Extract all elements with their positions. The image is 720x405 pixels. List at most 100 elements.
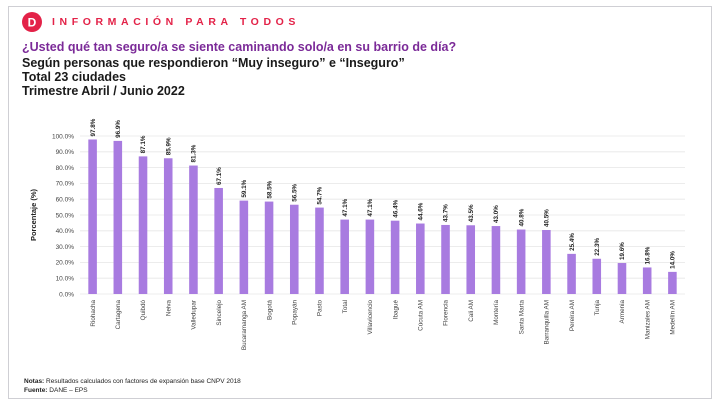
y-tick-label: 80.0%: [56, 165, 75, 172]
category-label: Pasto: [317, 300, 324, 317]
bar: [289, 204, 299, 294]
y-tick-label: 0.0%: [59, 291, 74, 298]
category-label: Bogotá: [266, 300, 273, 320]
bar: [113, 140, 123, 294]
category-label: Pereira AM: [569, 300, 576, 331]
category-label: Ibagué: [392, 300, 399, 320]
bar: [340, 219, 349, 294]
y-tick-label: 40.0%: [56, 228, 75, 235]
category-label: Barranquilla AM: [544, 300, 551, 344]
dane-logo: D: [22, 12, 42, 32]
y-tick-label: 50.0%: [56, 212, 75, 219]
notes-text: Resultados calculados con factores de ex…: [44, 378, 241, 385]
category-label: Valledupar: [191, 300, 198, 330]
bar: [239, 200, 249, 294]
bar: [642, 267, 652, 294]
source-label: Fuente:: [24, 387, 48, 394]
y-tick-label: 70.0%: [56, 181, 75, 188]
bar: [214, 187, 223, 294]
data-label: 43.0%: [493, 205, 500, 223]
data-label: 56.5%: [291, 183, 298, 201]
data-label: 59.1%: [241, 179, 248, 197]
data-label: 40.8%: [518, 208, 525, 226]
data-label: 87.1%: [140, 135, 147, 153]
data-label: 81.3%: [191, 144, 198, 162]
bar: [516, 229, 526, 294]
data-label: 22.3%: [594, 238, 601, 256]
bar: [264, 201, 274, 294]
chart-scope: Total 23 ciudades: [22, 70, 126, 84]
bar: [668, 271, 677, 294]
bar: [88, 139, 97, 294]
data-label: 16.8%: [644, 246, 651, 264]
category-label: Cúcuta AM: [418, 300, 425, 331]
svg-text:D: D: [28, 16, 37, 30]
category-label: Riohacha: [90, 300, 97, 327]
data-label: 40.5%: [544, 209, 551, 227]
y-axis-label: Porcentaje (%): [29, 188, 38, 241]
data-label: 19.6%: [619, 242, 626, 260]
bar: [466, 225, 476, 294]
data-label: 14.0%: [670, 251, 677, 269]
category-label: Manizales AM: [644, 300, 651, 339]
bar: [390, 220, 400, 294]
slide-frame: [8, 6, 712, 399]
y-tick-label: 90.0%: [56, 149, 75, 156]
category-label: Medellín AM: [670, 300, 677, 335]
footer-notes: Notas: Resultados calculados con factore…: [24, 377, 241, 395]
data-label: 47.1%: [342, 198, 349, 216]
data-label: 85.9%: [165, 137, 172, 155]
data-label: 47.1%: [367, 198, 374, 216]
bar: [138, 156, 148, 294]
data-label: 96.9%: [115, 120, 122, 138]
bar: [491, 226, 501, 294]
chart-subtitle: Según personas que respondieron “Muy ins…: [22, 56, 405, 70]
category-label: Cartagena: [115, 300, 122, 330]
chart-question: ¿Usted qué tan seguro/a se siente camina…: [22, 40, 457, 54]
notes-label: Notas:: [24, 378, 45, 385]
bar: [315, 207, 324, 294]
category-label: Bucaramanga AM: [241, 300, 248, 350]
brand-tagline: INFORMACIÓN PARA TODOS: [52, 16, 301, 28]
data-label: 97.8%: [90, 118, 97, 136]
category-label: Villavicencio: [367, 300, 374, 335]
source-line: Fuente: DANE – EPS: [24, 386, 241, 395]
category-label: Montería: [493, 300, 500, 325]
bar: [542, 230, 551, 294]
bar: [441, 224, 450, 294]
bar: [163, 158, 173, 294]
data-label: 25.4%: [569, 233, 576, 251]
y-tick-label: 100.0%: [52, 133, 74, 140]
data-label: 67.1%: [216, 167, 223, 185]
y-tick-label: 30.0%: [56, 244, 75, 251]
notes-line: Notas: Resultados calculados con factore…: [24, 377, 241, 386]
category-label: Neiva: [165, 300, 172, 317]
bar: [189, 165, 198, 294]
category-label: Tunja: [594, 300, 601, 316]
category-label: Santa Marta: [518, 300, 525, 335]
category-label: Popayán: [291, 300, 298, 325]
category-label: Quibdó: [140, 300, 147, 321]
bar: [617, 263, 627, 294]
bar: [592, 258, 602, 294]
category-label: Total: [342, 300, 349, 313]
y-tick-label: 20.0%: [56, 260, 75, 267]
source-text: DANE – EPS: [47, 387, 88, 394]
category-label: Sincelejo: [216, 300, 223, 326]
category-label: Armenia: [619, 300, 626, 324]
data-label: 58.5%: [266, 180, 273, 198]
y-tick-label: 60.0%: [56, 197, 75, 204]
data-label: 44.6%: [418, 202, 425, 220]
data-label: 54.7%: [317, 186, 324, 204]
data-label: 43.5%: [468, 204, 475, 222]
y-tick-label: 10.0%: [56, 276, 75, 283]
bar: [567, 253, 576, 294]
data-label: 43.7%: [443, 204, 450, 222]
category-label: Cali AM: [468, 300, 475, 322]
chart-period: Trimestre Abril / Junio 2022: [22, 84, 185, 98]
bar: [416, 223, 425, 294]
category-label: Florencia: [443, 300, 450, 326]
bar-chart: 0.0% 10.0% 20.0% 30.0% 40.0% 50.0% 60.0% 70.0% 8…: [29, 118, 685, 350]
bar: [365, 219, 375, 294]
data-label: 46.4%: [392, 199, 399, 217]
